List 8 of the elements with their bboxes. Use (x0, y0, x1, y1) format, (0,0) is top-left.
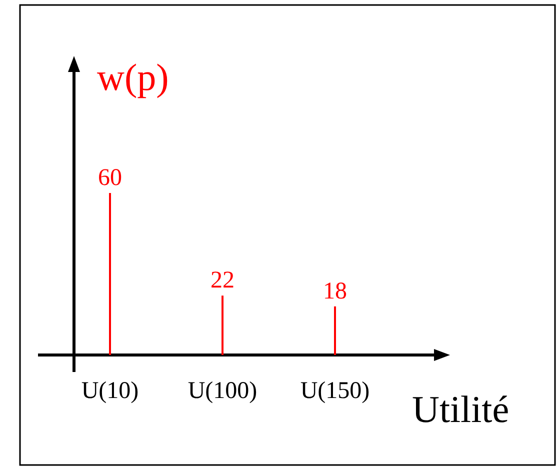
x-tick-label: U(100) (188, 378, 258, 404)
data-label: 22 (210, 268, 234, 294)
y-axis-title: w(p) (97, 57, 169, 99)
data-label: 18 (323, 278, 347, 304)
x-axis-title: Utilité (412, 389, 510, 431)
data-label: 60 (98, 165, 122, 191)
x-tick-label: U(10) (81, 378, 139, 404)
x-tick-label: U(150) (300, 378, 370, 404)
